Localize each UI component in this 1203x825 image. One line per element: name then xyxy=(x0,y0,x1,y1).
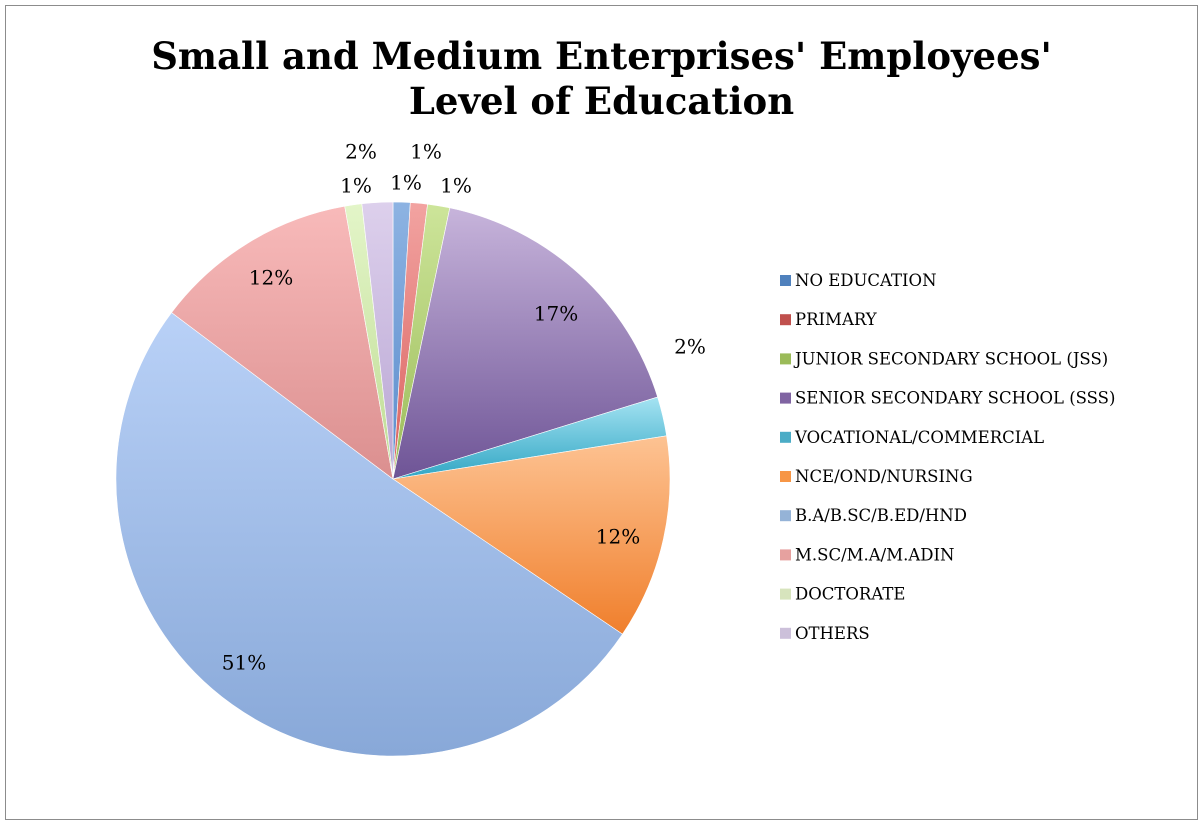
legend-swatch xyxy=(780,314,791,326)
chart-title-line-2: Level of Education xyxy=(408,79,795,123)
legend-label: DOCTORATE xyxy=(795,585,905,604)
legend-swatch xyxy=(780,471,791,482)
pie-slice-b-a-b-sc-b-ed-hnd[interactable] xyxy=(115,312,623,757)
legend-swatch xyxy=(780,549,791,561)
data-label-doctorate: 1% xyxy=(340,174,372,198)
chart-title-line-1: Small and Medium Enterprises' Employees' xyxy=(151,34,1052,78)
legend-item-m-sc-m-a-m-adin[interactable]: M.SC/M.A/M.ADIN xyxy=(780,545,954,564)
pie-slice-nce-ond-nursing[interactable] xyxy=(392,435,671,635)
legend-swatch xyxy=(780,627,791,639)
pie-slice-others[interactable] xyxy=(361,201,394,480)
legend-label: SENIOR SECONDARY SCHOOL (SSS) xyxy=(795,389,1115,408)
legend-swatch xyxy=(780,392,791,404)
legend-label: VOCATIONAL/COMMERCIAL xyxy=(794,428,1044,447)
legend-item-no-education[interactable]: NO EDUCATION xyxy=(780,271,937,290)
pie-slice-senior-secondary-school-sss[interactable] xyxy=(392,207,658,480)
legend-item-nce-ond-nursing[interactable]: NCE/OND/NURSING xyxy=(780,467,973,486)
legend-swatch xyxy=(780,353,791,365)
data-label-m-sc-m-a-m-adin: 12% xyxy=(249,266,293,290)
legend-swatch xyxy=(780,510,791,522)
pie-slice-m-sc-m-a-m-adin[interactable] xyxy=(171,205,394,480)
data-label-junior-secondary-school-jss: 1% xyxy=(440,174,472,198)
legend-swatch xyxy=(780,275,791,286)
data-label-others: 2% xyxy=(345,140,377,164)
pie-data-labels: 1% 1% 1% 17% 2% 12% 51% 12% 1% 2% xyxy=(222,140,706,675)
legend-item-primary[interactable]: PRIMARY xyxy=(780,310,878,329)
legend-swatch xyxy=(780,588,791,600)
legend-item-senior-secondary-school-sss[interactable]: SENIOR SECONDARY SCHOOL (SSS) xyxy=(780,389,1115,408)
legend-label: NCE/OND/NURSING xyxy=(795,467,973,486)
legend-item-doctorate[interactable]: DOCTORATE xyxy=(780,585,905,604)
legend: NO EDUCATION PRIMARY JUNIOR SECONDARY SCHO… xyxy=(780,271,1115,643)
chart-title: Small and Medium Enterprises' Employees'… xyxy=(0,34,1203,124)
legend-item-vocational-commercial[interactable]: VOCATIONAL/COMMERCIAL xyxy=(780,428,1044,447)
data-label-senior-secondary-school-sss: 17% xyxy=(534,302,578,326)
legend-label: JUNIOR SECONDARY SCHOOL (JSS) xyxy=(793,349,1108,368)
legend-item-others[interactable]: OTHERS xyxy=(780,624,870,643)
data-label-primary: 1% xyxy=(410,140,442,164)
legend-label: OTHERS xyxy=(795,624,870,643)
legend-label: PRIMARY xyxy=(795,310,878,329)
legend-label: NO EDUCATION xyxy=(795,271,937,290)
legend-swatch xyxy=(780,431,791,443)
data-label-nce-ond-nursing: 12% xyxy=(596,525,640,549)
data-label-b-a-b-sc-b-ed-hnd: 51% xyxy=(222,651,266,675)
legend-label: M.SC/M.A/M.ADIN xyxy=(795,545,954,564)
legend-label: B.A/B.SC/B.ED/HND xyxy=(795,506,967,525)
legend-item-junior-secondary-school-jss[interactable]: JUNIOR SECONDARY SCHOOL (JSS) xyxy=(780,349,1108,368)
legend-item-b-a-b-sc-b-ed-hnd[interactable]: B.A/B.SC/B.ED/HND xyxy=(780,506,967,525)
data-label-no-education: 1% xyxy=(390,171,422,195)
pie-slices xyxy=(115,201,671,757)
data-label-vocational-commercial: 2% xyxy=(674,335,706,359)
